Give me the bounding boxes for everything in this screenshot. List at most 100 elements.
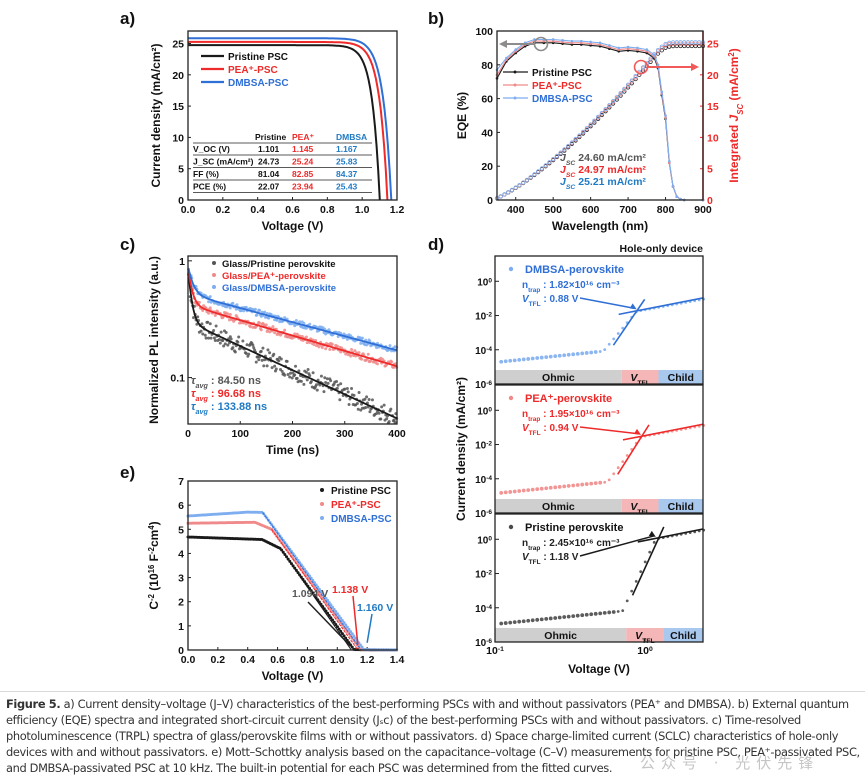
- integrated-jsc-point: [607, 103, 612, 108]
- ms-point: [296, 558, 300, 562]
- sclc-point: [603, 480, 607, 484]
- y-tick-label: 25: [172, 39, 184, 51]
- integrated-jsc-point: [655, 47, 661, 53]
- pl-point: [272, 352, 276, 356]
- pl-point: [252, 346, 256, 350]
- x-tick-label: 0.2: [211, 654, 226, 666]
- pl-point: [233, 350, 237, 354]
- sclc-point: [530, 487, 535, 492]
- y-tick-label: 2: [178, 597, 184, 609]
- sclc-point: [508, 490, 513, 494]
- integrated-jsc-point: [663, 43, 668, 48]
- ms-point: [344, 636, 348, 640]
- jsc-axis-indicator-circle: [633, 59, 649, 75]
- y-tick-label: 40: [481, 127, 493, 139]
- table-cell: 22.07: [258, 182, 280, 192]
- integrated-jsc-point: [633, 76, 638, 82]
- sclc-point: [544, 486, 549, 491]
- table-cell: 25.83: [336, 157, 358, 167]
- y-tick-label: 20: [172, 70, 184, 82]
- panel-label: b): [428, 9, 444, 28]
- eqe-point: [561, 38, 564, 42]
- integrated-jsc-point: [603, 109, 608, 114]
- pl-point: [304, 326, 308, 330]
- sclc-point: [621, 609, 625, 613]
- pl-point: [207, 300, 211, 304]
- integrated-jsc-point: [648, 57, 653, 62]
- pl-point: [270, 366, 274, 370]
- sclc-point: [607, 610, 612, 615]
- sclc-point: [566, 614, 571, 619]
- pl-point: [298, 320, 302, 324]
- pl-point: [201, 332, 205, 336]
- ms-point: [335, 612, 339, 616]
- sclc-point: [553, 485, 558, 490]
- pl-point: [264, 323, 268, 327]
- integrated-jsc-point: [524, 177, 530, 182]
- x-tick-label: 0.6: [270, 654, 285, 666]
- y-tick-label: 6: [178, 500, 184, 512]
- y-axis-label: C-2 (1016 F-2cm4): [147, 521, 162, 609]
- pl-point: [359, 341, 363, 345]
- integrated-jsc-point: [629, 78, 634, 83]
- table-cell: 81.04: [258, 169, 280, 179]
- pl-point: [364, 406, 368, 410]
- ms-point: [342, 634, 346, 638]
- table-header: DMBSA: [336, 132, 367, 142]
- plot-frame: [494, 255, 704, 385]
- sclc-point: [512, 489, 517, 494]
- x-tick-label: 0.6: [285, 204, 300, 216]
- integrated-jsc-point: [536, 169, 541, 174]
- pl-point: [195, 322, 199, 326]
- sclc-point: [557, 353, 562, 358]
- integrated-jsc-point: [528, 174, 533, 180]
- ms-point: [358, 643, 362, 647]
- pl-point: [323, 376, 327, 380]
- integrated-jsc-point: [581, 129, 586, 134]
- sclc-point: [553, 616, 558, 620]
- pl-point: [244, 352, 248, 356]
- pl-point: [392, 418, 396, 422]
- x-tick-label: 0: [185, 428, 191, 440]
- sclc-point: [612, 472, 616, 476]
- pl-point: [226, 343, 230, 347]
- ms-point: [347, 627, 351, 631]
- pl-point: [295, 376, 299, 380]
- pl-point: [242, 309, 246, 313]
- pl-point: [203, 333, 207, 337]
- sclc-point: [616, 610, 620, 613]
- legend-marker: [212, 261, 216, 265]
- integrated-jsc-point: [502, 192, 507, 197]
- pl-point: [309, 379, 313, 383]
- x-axis-label: Voltage (V): [262, 219, 324, 233]
- child-fit-line: [618, 297, 704, 316]
- y-tick-label: 100: [475, 26, 493, 38]
- y-tick-label: 10-6: [475, 509, 492, 521]
- pl-point: [274, 367, 278, 371]
- pl-point: [283, 328, 287, 332]
- integrated-jsc-point: [509, 187, 515, 192]
- pl-point: [375, 346, 379, 350]
- eqe-point: [645, 48, 649, 51]
- table-cell: V_OC (V): [193, 144, 230, 154]
- pl-point: [258, 321, 262, 325]
- pl-point: [393, 420, 397, 424]
- chart-title: Hole-only device: [620, 243, 704, 255]
- x-axis-label: Wavelength (nm): [552, 219, 648, 233]
- pl-point: [247, 352, 251, 356]
- sclc-point: [598, 480, 603, 485]
- pl-point: [375, 412, 379, 416]
- ms-point: [331, 618, 335, 622]
- sclc-point: [508, 620, 513, 625]
- y-tick-label: 4: [178, 548, 184, 560]
- panel-a-jv-chart: a) 0.0 0.2 0.4 0.6 0.8 1.0 1.2 0 5 10 15 20 25 Voltage…: [120, 9, 404, 233]
- legend-label: DMBSA-PSC: [532, 94, 593, 105]
- y2-tick-label: 0: [707, 195, 713, 207]
- pl-point: [231, 346, 235, 350]
- vtfl-region: [621, 370, 659, 384]
- sclc-point: [575, 483, 580, 487]
- figure-caption: Figure 5. a) Current density–voltage (J–…: [6, 696, 861, 776]
- pl-point: [370, 398, 374, 402]
- pl-point: [294, 318, 298, 322]
- pl-point: [217, 337, 221, 341]
